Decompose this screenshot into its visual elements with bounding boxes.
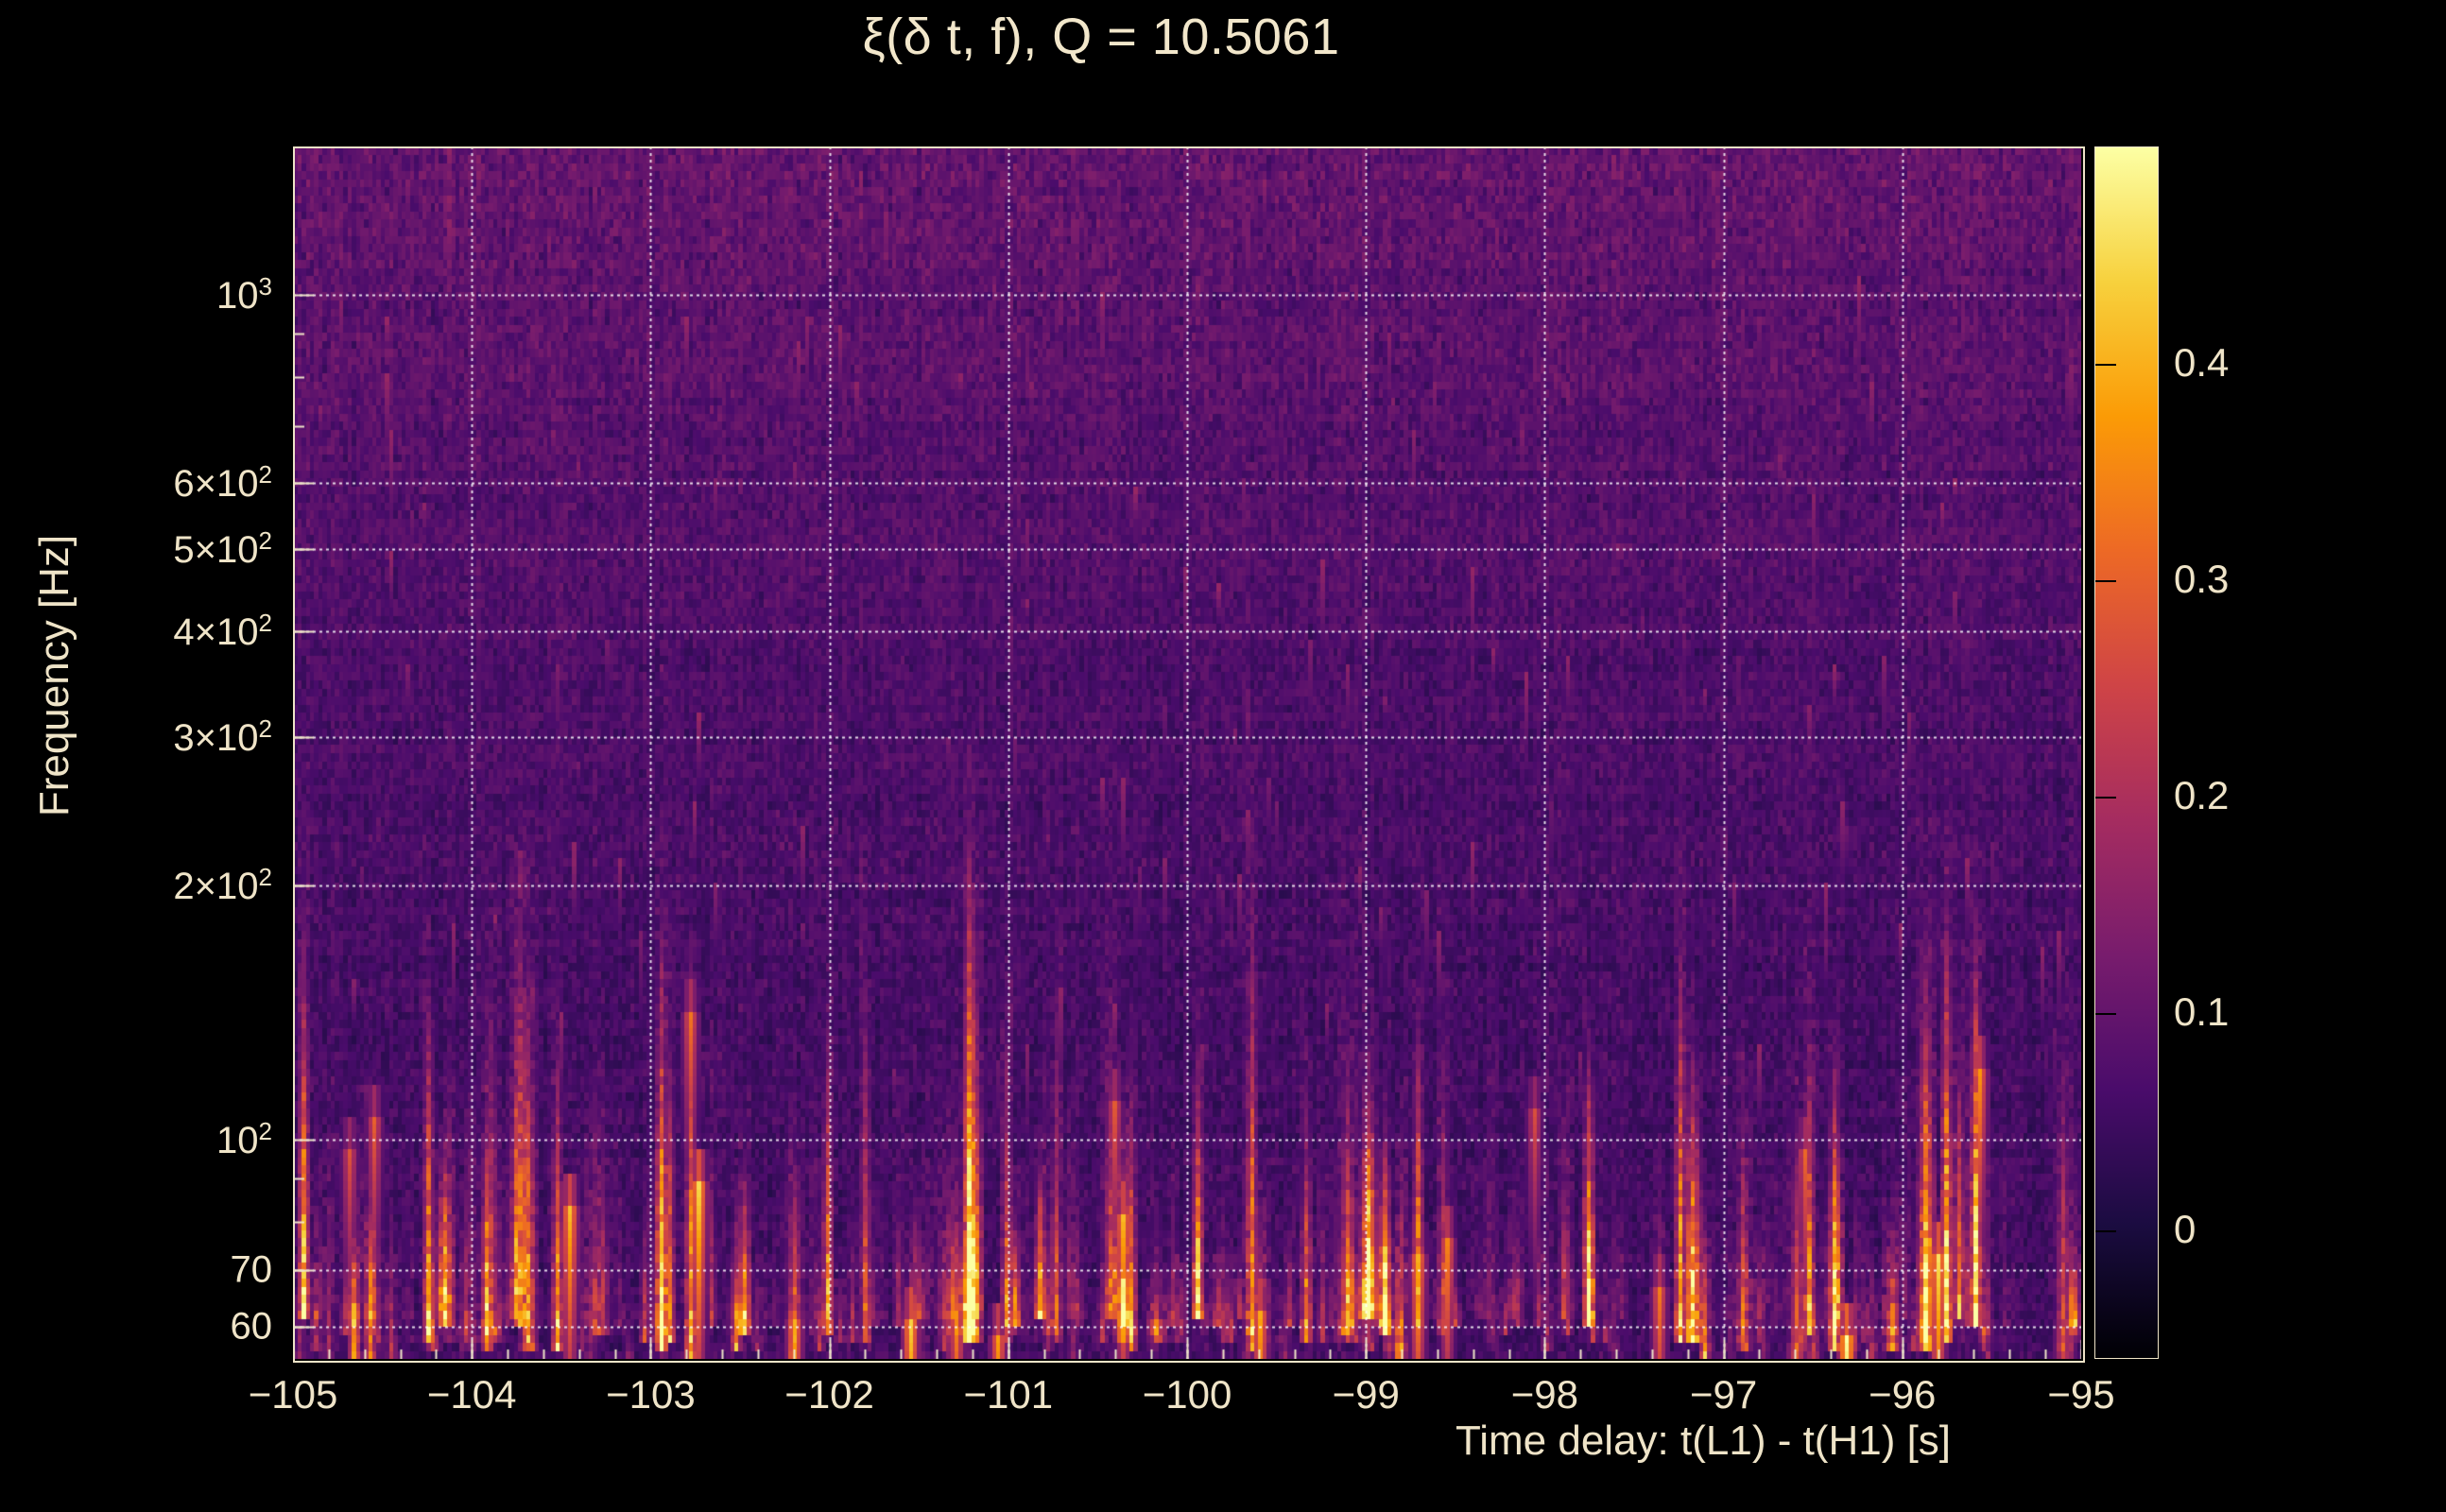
x-tick-label: −98 <box>1510 1372 1579 1417</box>
x-tick-label: −100 <box>1142 1372 1232 1417</box>
y-tick-label: 6×102 <box>173 459 272 505</box>
y-tick-label: 2×102 <box>173 862 272 908</box>
x-tick-label: −97 <box>1689 1372 1758 1417</box>
colorbar-tick-label: 0.4 <box>2174 340 2230 386</box>
colorbar-tick-mark <box>2095 580 2116 583</box>
colorbar-gradient <box>2094 146 2159 1359</box>
x-tick-label: −104 <box>426 1372 517 1417</box>
y-tick-label: 102 <box>216 1116 272 1162</box>
y-tick-label: 60 <box>230 1305 273 1348</box>
x-tick-label: −99 <box>1332 1372 1400 1417</box>
y-tick-label: 70 <box>230 1248 273 1291</box>
x-tick-label: −101 <box>963 1372 1054 1417</box>
y-tick-label: 103 <box>216 272 272 318</box>
colorbar-tick-label: 0 <box>2174 1206 2196 1251</box>
y-tick-label: 3×102 <box>173 713 272 759</box>
colorbar[interactable] <box>2094 146 2159 1359</box>
colorbar-tick-mark <box>2095 1013 2116 1016</box>
y-axis-title: Frequency [Hz] <box>31 534 78 817</box>
colorbar-tick-label: 0.3 <box>2174 557 2230 602</box>
x-tick-label: −95 <box>2047 1372 2115 1417</box>
x-tick-label: −105 <box>248 1372 338 1417</box>
colorbar-tick-label: 0.2 <box>2174 773 2230 818</box>
x-axis-title: Time delay: t(L1) - t(H1) [s] <box>1456 1418 1952 1464</box>
colorbar-tick-mark <box>2095 797 2116 799</box>
x-tick-label: −96 <box>1869 1372 1937 1417</box>
heatmap-image <box>293 146 2081 1359</box>
y-tick-label: 4×102 <box>173 608 272 654</box>
y-tick-label: 5×102 <box>173 526 272 572</box>
page-title: ξ(δ t, f), Q = 10.5061 <box>862 9 1340 65</box>
colorbar-tick-mark <box>2095 364 2116 367</box>
heatmap-plot-area[interactable] <box>293 146 2081 1359</box>
x-tick-label: −103 <box>606 1372 696 1417</box>
colorbar-tick-mark <box>2095 1229 2116 1232</box>
colorbar-tick-label: 0.1 <box>2174 989 2230 1035</box>
x-tick-label: −102 <box>784 1372 874 1417</box>
